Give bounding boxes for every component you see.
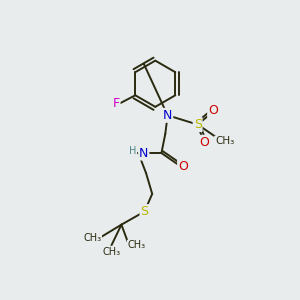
Text: CH₃: CH₃ [215,136,234,146]
Text: N: N [163,109,172,122]
Text: CH₃: CH₃ [102,247,121,256]
Text: H: H [128,146,136,157]
Text: CH₃: CH₃ [128,240,146,250]
Text: F: F [112,97,120,110]
Text: O: O [178,160,188,173]
Text: S: S [140,205,148,218]
Text: O: O [199,136,209,149]
Text: CH₃: CH₃ [83,233,101,243]
Text: O: O [208,104,218,117]
Text: S: S [194,118,202,131]
Text: N: N [139,146,148,160]
